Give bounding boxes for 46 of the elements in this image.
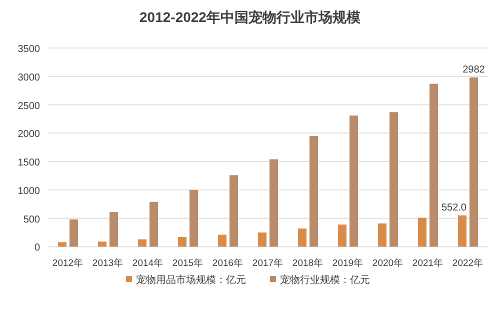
bar bbox=[430, 84, 438, 247]
bar bbox=[310, 136, 318, 247]
x-tick-label: 2020年 bbox=[372, 257, 404, 269]
bar bbox=[98, 242, 106, 247]
bar bbox=[390, 112, 398, 247]
x-tick-label: 2014年 bbox=[132, 257, 164, 269]
bar bbox=[190, 190, 198, 247]
x-tick-label: 2016年 bbox=[212, 257, 244, 269]
x-tick-label: 2013年 bbox=[92, 257, 124, 269]
legend-label: 宠物行业规模：亿元 bbox=[280, 274, 370, 286]
x-tick-label: 2017年 bbox=[252, 257, 284, 269]
data-label: 2982 bbox=[462, 64, 486, 76]
bar bbox=[230, 175, 238, 247]
bar bbox=[298, 228, 306, 247]
bar bbox=[58, 242, 66, 247]
chart-title: 2012-2022年中国宠物行业市场规模 bbox=[140, 9, 362, 25]
x-tick-label: 2022年 bbox=[452, 257, 484, 269]
bar bbox=[378, 223, 386, 247]
bar bbox=[138, 239, 146, 247]
bar bbox=[418, 218, 426, 247]
bar bbox=[338, 224, 346, 247]
y-tick-label: 3000 bbox=[18, 72, 40, 84]
bar bbox=[350, 116, 358, 247]
y-tick-label: 2500 bbox=[18, 100, 40, 112]
bar bbox=[470, 77, 478, 247]
x-tick-label: 2015年 bbox=[172, 257, 204, 269]
bar bbox=[218, 234, 226, 247]
y-tick-label: 1000 bbox=[18, 186, 40, 197]
y-tick-label: 500 bbox=[23, 214, 40, 226]
y-tick-label: 0 bbox=[34, 242, 40, 254]
bar bbox=[258, 232, 266, 247]
x-tick-label: 2021年 bbox=[412, 257, 444, 269]
bar bbox=[178, 237, 186, 247]
x-tick-label: 2012年 bbox=[52, 257, 84, 269]
bar bbox=[270, 159, 278, 247]
data-label: 552.0 bbox=[441, 202, 467, 214]
y-tick-label: 1500 bbox=[18, 158, 40, 169]
y-tick-label: 2000 bbox=[18, 129, 40, 140]
bar bbox=[150, 202, 158, 247]
x-tick-label: 2018年 bbox=[292, 257, 324, 269]
bar bbox=[70, 219, 78, 247]
y-tick-label: 3500 bbox=[18, 44, 40, 55]
bar bbox=[458, 215, 466, 247]
x-tick-label: 2019年 bbox=[332, 257, 364, 269]
legend-label: 宠物用品市场规模：亿元 bbox=[136, 274, 246, 286]
bar bbox=[110, 212, 118, 247]
